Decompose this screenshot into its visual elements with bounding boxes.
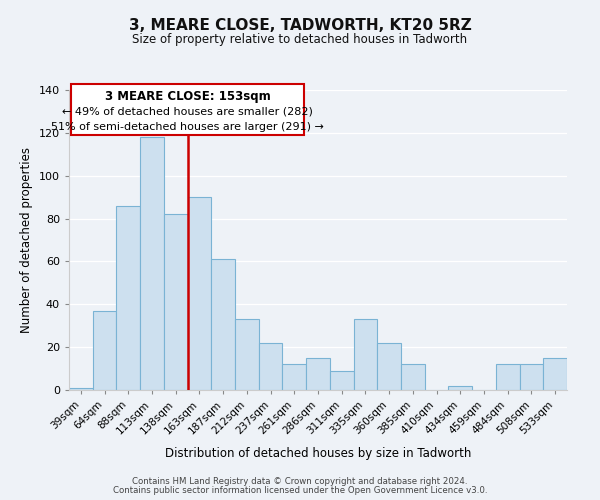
Text: Contains public sector information licensed under the Open Government Licence v3: Contains public sector information licen… bbox=[113, 486, 487, 495]
Bar bbox=[520, 364, 543, 390]
Text: Contains HM Land Registry data © Crown copyright and database right 2024.: Contains HM Land Registry data © Crown c… bbox=[132, 477, 468, 486]
Bar bbox=[330, 370, 353, 390]
Y-axis label: Number of detached properties: Number of detached properties bbox=[20, 147, 33, 333]
Bar bbox=[283, 364, 306, 390]
Text: 3, MEARE CLOSE, TADWORTH, KT20 5RZ: 3, MEARE CLOSE, TADWORTH, KT20 5RZ bbox=[128, 18, 472, 32]
Bar bbox=[188, 197, 211, 390]
Bar bbox=[306, 358, 330, 390]
Text: Size of property relative to detached houses in Tadworth: Size of property relative to detached ho… bbox=[133, 32, 467, 46]
Bar bbox=[93, 310, 116, 390]
Bar bbox=[69, 388, 93, 390]
Bar bbox=[116, 206, 140, 390]
Text: 51% of semi-detached houses are larger (291) →: 51% of semi-detached houses are larger (… bbox=[51, 122, 324, 132]
Bar bbox=[211, 260, 235, 390]
Bar bbox=[235, 320, 259, 390]
Bar bbox=[164, 214, 188, 390]
Bar bbox=[377, 343, 401, 390]
Bar bbox=[71, 84, 304, 135]
Bar bbox=[448, 386, 472, 390]
Bar bbox=[543, 358, 567, 390]
Text: 3 MEARE CLOSE: 153sqm: 3 MEARE CLOSE: 153sqm bbox=[104, 90, 271, 103]
Bar bbox=[401, 364, 425, 390]
Bar bbox=[259, 343, 283, 390]
X-axis label: Distribution of detached houses by size in Tadworth: Distribution of detached houses by size … bbox=[165, 447, 471, 460]
Bar bbox=[140, 137, 164, 390]
Bar bbox=[353, 320, 377, 390]
Text: ← 49% of detached houses are smaller (282): ← 49% of detached houses are smaller (28… bbox=[62, 107, 313, 117]
Bar bbox=[496, 364, 520, 390]
